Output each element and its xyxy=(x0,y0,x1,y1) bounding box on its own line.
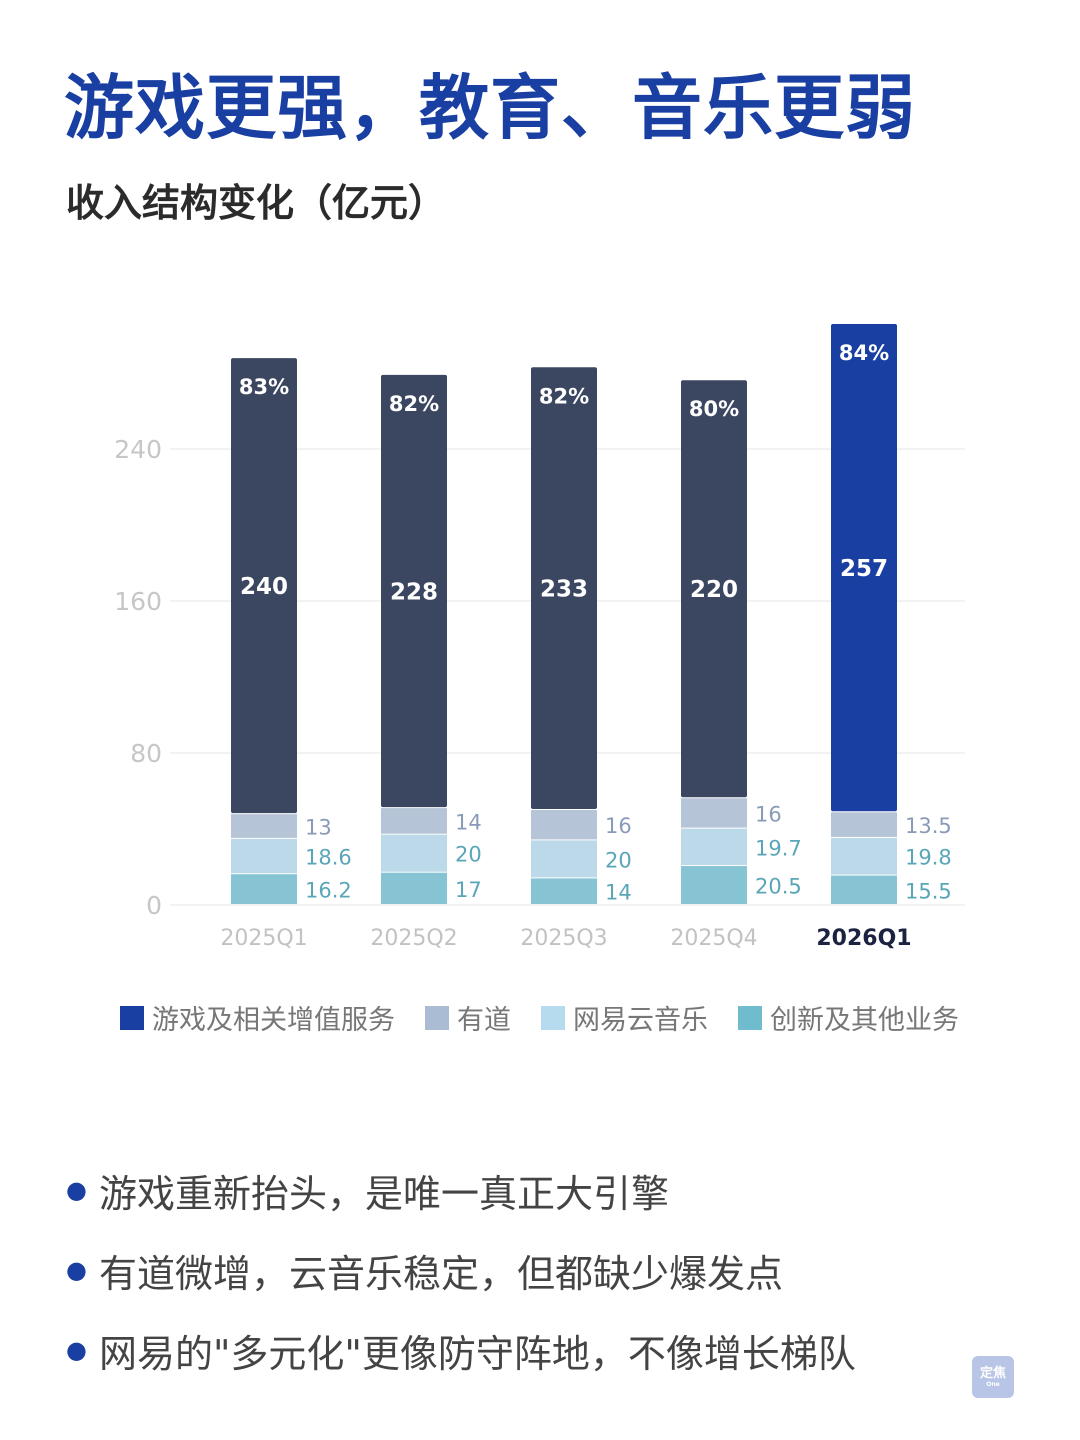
legend-item-other: 创新及其他业务 xyxy=(738,998,959,1037)
share-label: 84% xyxy=(839,341,889,365)
bar-segment-other xyxy=(831,875,897,904)
share-label: 83% xyxy=(239,375,289,399)
data-label: 13.5 xyxy=(905,814,952,838)
data-label: 20 xyxy=(605,848,632,872)
data-label: 13 xyxy=(305,816,332,840)
bar-segment-youdao xyxy=(681,798,747,828)
data-label-game: 233 xyxy=(540,577,588,603)
bar-segment-other xyxy=(681,866,747,904)
bar-segment-other xyxy=(231,874,297,904)
x-tick-label: 2025Q2 xyxy=(370,926,457,951)
bullet-item: ● 游戏重新抬头，是唯一真正大引擎 xyxy=(64,1150,856,1230)
chart-subtitle: 收入结构变化（亿元） xyxy=(66,181,447,225)
bullet-text: 有道微增，云音乐稳定，但都缺少爆发点 xyxy=(98,1251,783,1296)
legend-label-game: 游戏及相关增值服务 xyxy=(152,1005,395,1036)
legend-label-music: 网易云音乐 xyxy=(573,1005,708,1036)
bar-segment-youdao xyxy=(831,812,897,837)
bar-segment-music xyxy=(231,838,297,874)
bar-segment-youdao xyxy=(381,808,447,834)
bar-segment-other xyxy=(381,872,447,904)
data-label: 19.8 xyxy=(905,846,952,870)
bar-segment-music xyxy=(681,828,747,866)
y-tick-label: 160 xyxy=(114,587,162,616)
data-label-game: 257 xyxy=(840,556,888,582)
data-label-game: 228 xyxy=(390,580,438,606)
share-label: 80% xyxy=(689,397,739,421)
bullet-item: ● 有道微增，云音乐稳定，但都缺少爆发点 xyxy=(64,1230,856,1310)
legend-swatch-game xyxy=(120,1005,144,1030)
bullet-dot-icon: ● xyxy=(66,1256,87,1284)
legend-item-youdao: 有道 xyxy=(425,998,511,1037)
x-tick-label: 2026Q1 xyxy=(816,926,911,951)
bar-segment-game xyxy=(831,323,897,812)
x-tick-label: 2025Q4 xyxy=(670,926,757,951)
bar-segment-game xyxy=(531,367,597,809)
data-label-game: 220 xyxy=(690,577,738,603)
legend-swatch-music xyxy=(541,1005,565,1030)
legend-label-other: 创新及其他业务 xyxy=(770,1005,959,1036)
data-label: 19.7 xyxy=(755,836,802,860)
legend-swatch-other xyxy=(738,1005,762,1030)
data-label: 16.2 xyxy=(305,879,352,903)
bullet-text: 游戏重新抬头，是唯一真正大引擎 xyxy=(98,1171,669,1216)
page-title: 游戏更强，教育、音乐更弱 xyxy=(64,67,916,149)
bullet-list: ● 游戏重新抬头，是唯一真正大引擎 ● 有道微增，云音乐稳定，但都缺少爆发点 ●… xyxy=(64,1150,856,1390)
bar-segment-other xyxy=(531,878,597,904)
bar-segment-music xyxy=(831,837,897,875)
legend-label-youdao: 有道 xyxy=(457,1005,511,1036)
data-label: 14 xyxy=(605,881,632,905)
data-label: 16 xyxy=(755,802,782,826)
bar-segment-game xyxy=(231,358,297,814)
data-label: 16 xyxy=(605,814,632,838)
share-label: 82% xyxy=(389,392,439,416)
bar-segment-music xyxy=(381,834,447,872)
watermark-subtext: One xyxy=(986,1380,1000,1388)
legend-swatch-youdao xyxy=(425,1005,449,1030)
bar-segment-game xyxy=(681,380,747,798)
share-label: 82% xyxy=(539,384,589,408)
watermark-text: 定焦 xyxy=(979,1365,1006,1381)
bar-segment-youdao xyxy=(531,810,597,840)
x-tick-label: 2025Q1 xyxy=(220,926,307,951)
x-tick-label: 2025Q3 xyxy=(520,926,607,951)
data-label-game: 240 xyxy=(240,574,288,600)
data-label: 17 xyxy=(455,878,482,902)
legend-item-music: 网易云音乐 xyxy=(541,998,708,1037)
bar-segment-music xyxy=(531,840,597,878)
y-tick-label: 240 xyxy=(114,435,162,464)
y-tick-label: 80 xyxy=(130,739,162,768)
data-label: 20 xyxy=(455,843,482,867)
data-label: 15.5 xyxy=(905,879,952,903)
bullet-text: 网易的"多元化"更像防守阵地，不像增长梯队 xyxy=(98,1331,856,1376)
y-tick-label: 0 xyxy=(146,891,162,920)
stacked-bar-chart: 0 80 160 240 16.2 18.6 13 240 83% 2025Q1 17 20 14 228… xyxy=(114,323,965,951)
bullet-dot-icon: ● xyxy=(66,1336,87,1364)
data-label: 18.6 xyxy=(305,846,352,870)
bar-segment-game xyxy=(381,374,447,808)
data-label: 14 xyxy=(455,810,482,834)
logo-watermark-icon: 定焦 One xyxy=(972,1356,1014,1398)
legend-item-game: 游戏及相关增值服务 xyxy=(120,998,395,1037)
bullet-item: ● 网易的"多元化"更像防守阵地，不像增长梯队 xyxy=(64,1310,856,1390)
data-label: 20.5 xyxy=(755,875,802,899)
bar-segment-youdao xyxy=(231,814,297,838)
bullet-dot-icon: ● xyxy=(66,1176,87,1204)
chart-legend: 游戏及相关增值服务 有道 网易云音乐 创新及其他业务 xyxy=(120,998,989,1037)
